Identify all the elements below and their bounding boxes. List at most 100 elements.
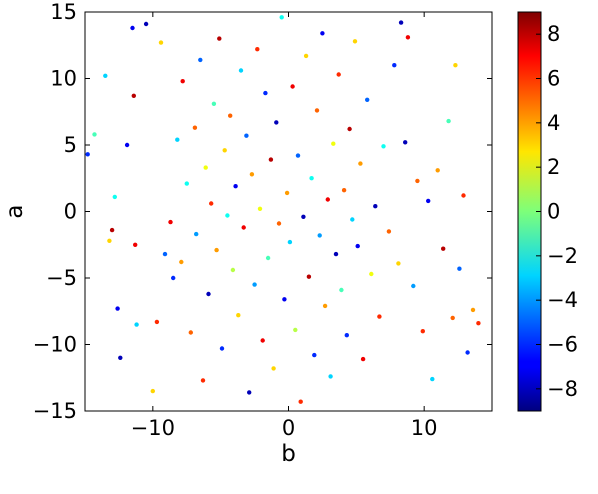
scatter-point [446, 118, 451, 124]
y-tick-label: −15 [33, 399, 77, 423]
scatter-point [109, 227, 115, 233]
scatter-point [441, 246, 446, 251]
scatter-points [85, 15, 481, 404]
y-tick-label: −10 [33, 333, 77, 357]
scatter-point [355, 243, 360, 249]
scatter-point [306, 274, 312, 279]
scatter-point [298, 399, 303, 404]
scatter-point [255, 47, 260, 52]
scatter-point [244, 133, 249, 138]
colorbar-tick-label: 8 [547, 22, 560, 46]
x-axis-ticks: −10 0 10 [131, 12, 438, 440]
scatter-point [453, 62, 458, 68]
colorbar-tick-label: 6 [547, 67, 560, 91]
scatter-point [238, 68, 244, 73]
scatter-point [168, 219, 173, 225]
scatter-point [241, 225, 246, 230]
scatter-point [322, 303, 328, 309]
scatter-point [301, 214, 306, 219]
scatter-point [236, 313, 241, 318]
scatter-point [171, 275, 176, 281]
y-tick-label: 0 [64, 200, 77, 224]
scatter-point [198, 57, 203, 63]
scatter-point [411, 283, 416, 289]
scatter-point [247, 390, 252, 395]
scatter-point [320, 31, 325, 36]
y-tick-label: 10 [50, 67, 77, 91]
scatter-point [271, 366, 276, 371]
scatter-point [230, 267, 236, 273]
scatter-point [154, 319, 160, 325]
scatter-point [360, 356, 366, 362]
scatter-point [457, 266, 462, 271]
scatter-point [263, 90, 268, 96]
scatter-point [158, 40, 164, 45]
scatter-point [284, 190, 290, 196]
scatter-point [134, 322, 139, 327]
scatter-point [314, 108, 320, 113]
scatter-point [279, 15, 284, 20]
scatter-point [386, 229, 392, 234]
scatter-point [150, 388, 155, 394]
scatter-point [175, 137, 180, 142]
scatter-point [112, 194, 118, 200]
scatter-point [461, 193, 466, 198]
y-tick-label: −5 [46, 266, 77, 290]
scatter-point [225, 213, 230, 218]
x-axis-label: b [281, 441, 296, 467]
scatter-point [403, 140, 408, 145]
scatter-point [217, 36, 222, 41]
colorbar-tick-label: 4 [547, 111, 560, 135]
scatter-point [426, 198, 431, 204]
scatter-point [415, 178, 420, 184]
colorbar-tick-label: 0 [547, 200, 560, 224]
scatter-point [103, 73, 108, 79]
scatter-point [350, 217, 355, 222]
scatter-point [130, 25, 135, 31]
x-tick-label: −10 [131, 416, 175, 440]
scatter-point [377, 314, 382, 319]
colorbar-tick-label: −4 [547, 288, 578, 312]
colorbar-tick-label: −2 [547, 244, 578, 268]
scatter-point [344, 333, 349, 338]
scatter-point [303, 53, 309, 59]
scatter-point [118, 355, 123, 360]
scatter-point [133, 242, 138, 247]
scatter-point [309, 176, 314, 181]
scatter-point [369, 271, 374, 277]
scatter-point [211, 101, 217, 107]
scatter-point [194, 231, 199, 237]
scatter-point [465, 350, 470, 355]
y-tick-label: 15 [50, 0, 77, 24]
scatter-point [92, 132, 97, 137]
scatter-point [124, 142, 130, 148]
scatter-point [476, 321, 481, 326]
scatter-point [295, 153, 301, 158]
scatter-point [420, 329, 425, 334]
scatter-point [290, 84, 295, 89]
scatter-point [336, 72, 341, 77]
scatter-point [373, 204, 378, 209]
scatter-point [257, 206, 263, 211]
colorbar-ticks: −8 −6 −4 −2 0 2 4 6 8 [536, 22, 578, 401]
scatter-point [200, 378, 206, 383]
scatter-point [331, 141, 336, 146]
scatter-point [203, 165, 208, 170]
scatter-point [450, 315, 455, 321]
scatter-point [317, 233, 322, 238]
colorbar-tick-label: −8 [547, 377, 578, 401]
scatter-point [341, 188, 347, 193]
scatter-point [192, 125, 198, 130]
scatter-point [398, 20, 404, 25]
colorbar-tick-label: 2 [547, 155, 560, 179]
scatter-point [252, 282, 257, 287]
scatter-point [228, 113, 233, 118]
scatter-point [188, 330, 193, 335]
x-tick-label: 0 [282, 416, 295, 440]
scatter-point [143, 21, 149, 27]
y-axis-ticks: −15 −10 −5 0 5 10 15 [33, 0, 492, 423]
scatter-point [405, 35, 411, 40]
scatter-point [214, 247, 219, 253]
scatter-point [85, 152, 90, 157]
